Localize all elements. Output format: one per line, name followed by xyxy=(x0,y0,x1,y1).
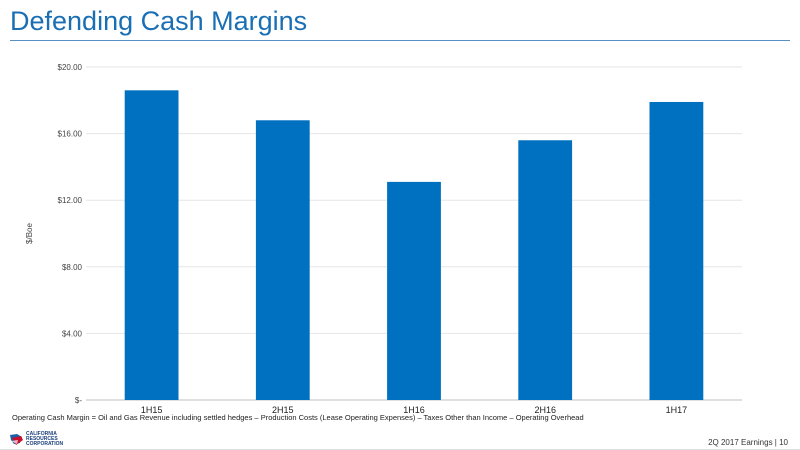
bar xyxy=(387,181,441,400)
y-tick-label: $12.00 xyxy=(58,196,83,205)
footer-page-info: 2Q 2017 Earnings | 10 xyxy=(708,438,788,447)
company-logo-icon xyxy=(10,434,23,445)
x-tick-label: 1H15 xyxy=(141,405,163,415)
y-tick-label: $8.00 xyxy=(62,263,83,272)
bar xyxy=(255,120,310,400)
bars xyxy=(124,90,704,400)
chart-footnote: Operating Cash Margin = Oil and Gas Reve… xyxy=(12,413,584,422)
logo-line: CORPORATION xyxy=(26,441,64,447)
company-logo-text: CALIFORNIA RESOURCES CORPORATION xyxy=(26,432,63,447)
bar xyxy=(518,140,573,400)
slide-title: Defending Cash Margins xyxy=(10,6,308,36)
x-tick-label: 1H16 xyxy=(403,405,425,415)
bar xyxy=(649,101,704,400)
x-tick-label: 1H17 xyxy=(666,405,688,415)
y-tick-label: $16.00 xyxy=(58,130,83,139)
logo-line: RESOURCES xyxy=(26,436,58,442)
title-divider xyxy=(10,40,790,41)
x-tick-label: 2H16 xyxy=(534,405,556,415)
y-tick-label: $20.00 xyxy=(58,63,83,72)
y-tick-label: $- xyxy=(75,396,82,405)
bar-chart: $- $4.00 $8.00 $12.00 $16.00 $20.00 1H15 2H15 1H… xyxy=(25,63,742,415)
x-tick-label: 2H15 xyxy=(272,405,294,415)
tick-labels: $- $4.00 $8.00 $12.00 $16.00 $20.00 1H15 2H15 1H… xyxy=(25,63,687,415)
y-tick-label: $4.00 xyxy=(62,329,83,338)
bar xyxy=(124,90,179,400)
y-axis-label: $/Boe xyxy=(25,222,34,243)
logo-line: CALIFORNIA xyxy=(26,431,57,437)
